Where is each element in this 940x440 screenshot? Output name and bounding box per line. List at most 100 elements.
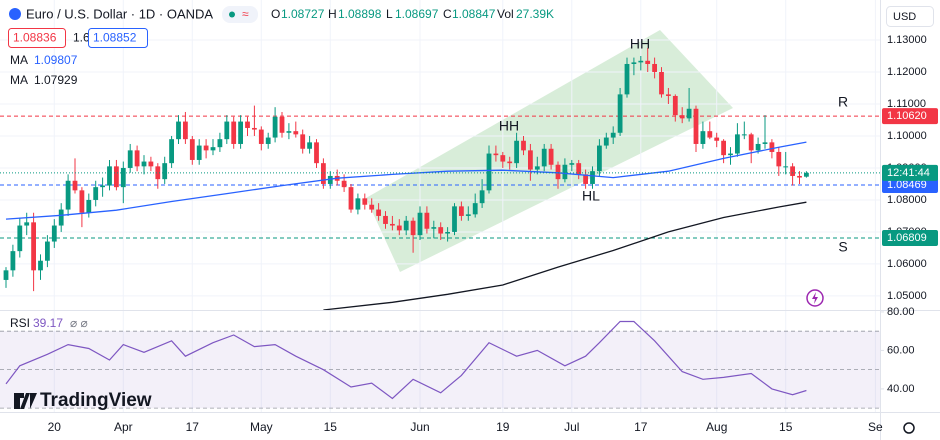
- candle-body: [700, 131, 706, 144]
- ma-label: MA: [10, 73, 28, 87]
- candle-body: [569, 163, 575, 165]
- candle-body: [341, 180, 347, 188]
- candle-body: [576, 163, 582, 175]
- candle-body: [224, 121, 230, 140]
- candle-body: [114, 166, 119, 188]
- candle-body: [272, 116, 278, 138]
- high-value: 1.08898: [338, 7, 382, 21]
- x-tick-label: Aug: [706, 420, 727, 434]
- close-value: 1.08847: [452, 7, 496, 21]
- candle-body: [652, 63, 657, 72]
- candle-body: [728, 153, 733, 156]
- candle-body: [279, 116, 285, 133]
- candle-body: [721, 140, 726, 156]
- candle-body: [748, 134, 754, 151]
- candle-body: [617, 94, 623, 133]
- level-tag: [882, 108, 938, 125]
- candle-body: [210, 147, 216, 151]
- symbol: Euro / U.S. Dollar · 1D · OANDA: [26, 6, 213, 21]
- candle-body: [58, 209, 64, 226]
- y-tick-label: 1.06000: [887, 258, 927, 270]
- sell-button[interactable]: [8, 28, 66, 48]
- ma-label: MA: [10, 53, 28, 67]
- low-label: L: [386, 7, 393, 21]
- candle-body: [769, 142, 775, 152]
- candle-body: [424, 212, 430, 229]
- settings-icon[interactable]: [903, 422, 915, 434]
- currency: USD: [893, 11, 916, 23]
- candle-body: [231, 121, 237, 144]
- x-tick-label: May: [250, 420, 273, 434]
- open-value: 1.08727: [281, 7, 325, 21]
- ma-line: [323, 201, 807, 311]
- ma-value: 1.07929: [34, 73, 78, 87]
- candle-body: [100, 185, 105, 188]
- candle-body: [548, 148, 554, 165]
- candle-body: [507, 161, 513, 164]
- rsi-icons: ⌀ ⌀: [70, 316, 88, 330]
- candle-body: [486, 153, 492, 191]
- x-tick-label: Se: [868, 420, 883, 434]
- candle-body: [141, 161, 147, 167]
- alert-bolt: [812, 292, 818, 304]
- candle-body: [79, 190, 85, 213]
- candle-body: [562, 164, 568, 180]
- x-tick-label: 17: [634, 420, 648, 434]
- candle-body: [417, 212, 423, 236]
- sell-price: 1.08836: [13, 31, 57, 45]
- candle-body: [638, 60, 644, 63]
- high-label: H: [328, 7, 337, 21]
- annotation: HH: [499, 118, 519, 134]
- candle-body: [521, 140, 526, 151]
- candle-body: [355, 198, 361, 210]
- candle-body: [286, 131, 292, 133]
- candle-body: [583, 174, 588, 184]
- candle-body: [679, 115, 685, 119]
- y-tick-label: 60.00: [887, 344, 915, 356]
- candle-body: [176, 121, 181, 140]
- candle-body: [162, 163, 168, 180]
- candle-body: [555, 164, 561, 180]
- candle-body: [51, 225, 57, 242]
- open-label: O: [271, 7, 280, 21]
- x-tick-label: 17: [186, 420, 200, 434]
- y-tick-label: 1.05000: [887, 290, 927, 302]
- candle-body: [327, 175, 333, 184]
- candle-body: [666, 94, 671, 96]
- candle-body: [541, 148, 547, 167]
- status-pill[interactable]: [222, 6, 258, 23]
- candle-body: [597, 145, 602, 172]
- candle-body: [500, 155, 506, 162]
- candle-body: [10, 251, 16, 271]
- candle-body: [672, 95, 678, 116]
- candle-body: [493, 153, 499, 156]
- candle-body: [693, 108, 699, 144]
- buy-button[interactable]: [88, 28, 148, 48]
- currency-select[interactable]: [886, 6, 934, 27]
- candle-body: [3, 270, 9, 280]
- candle-body: [107, 166, 112, 186]
- candle-body: [534, 166, 540, 170]
- candle-body: [265, 137, 271, 144]
- candle-body: [403, 220, 409, 231]
- low-value: 1.08697: [395, 7, 439, 21]
- close-label: C: [443, 7, 452, 21]
- candle-body: [431, 227, 437, 229]
- candle-body: [369, 204, 375, 210]
- y-tick-label: 40.00: [887, 383, 915, 395]
- candle-body: [707, 131, 713, 138]
- candle-body: [196, 145, 202, 160]
- candle-body: [610, 132, 616, 138]
- candle-body: [603, 137, 609, 146]
- level-label: 1.08469: [887, 179, 927, 191]
- annotation: S: [838, 239, 847, 255]
- candle-body: [590, 171, 595, 184]
- x-tick-label: Jul: [564, 420, 579, 434]
- candle-body: [790, 166, 795, 176]
- candle-body: [797, 175, 802, 178]
- rsi-band: [0, 331, 880, 409]
- candle-body: [396, 225, 402, 231]
- ma-value: 1.09807: [34, 53, 78, 67]
